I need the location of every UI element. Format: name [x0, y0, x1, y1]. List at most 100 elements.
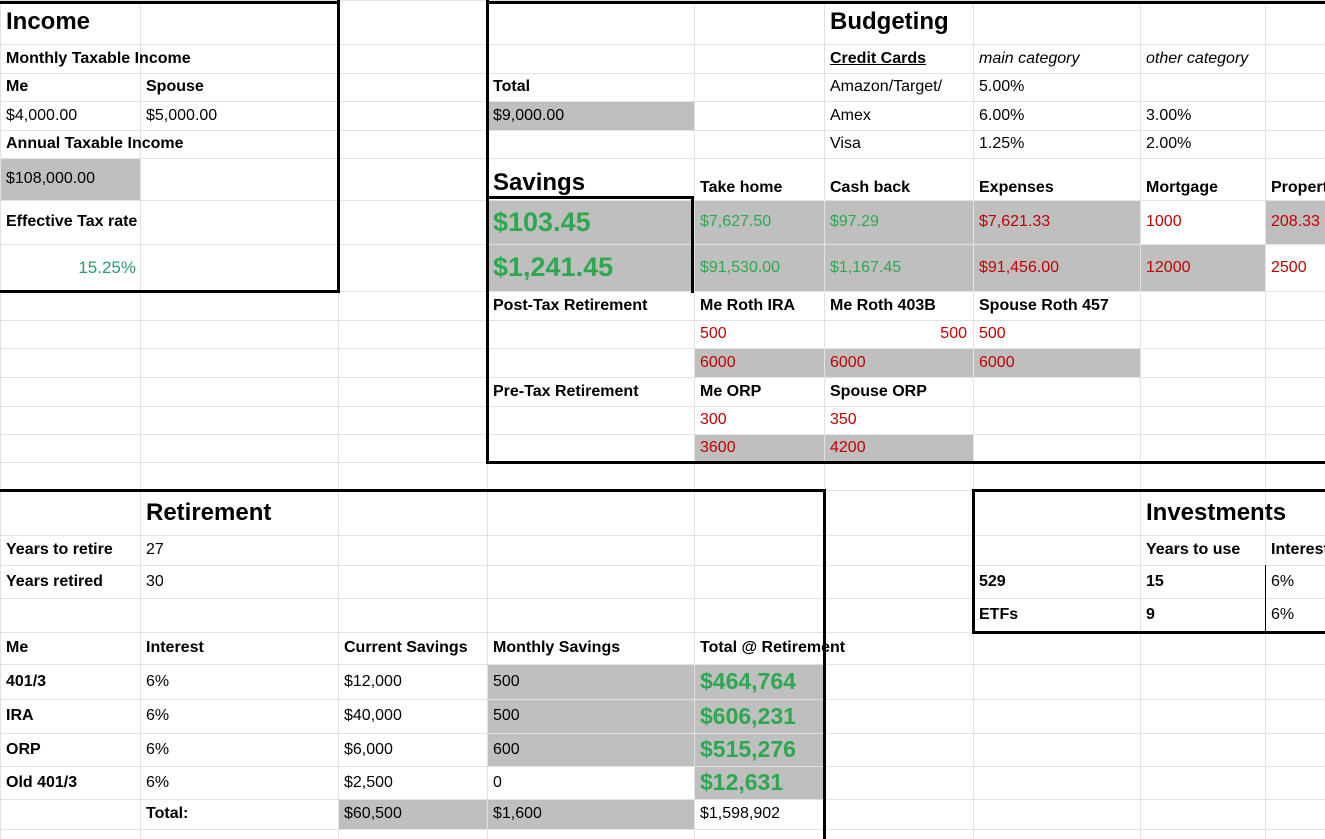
- cell[interactable]: 27: [146, 541, 164, 558]
- cell[interactable]: Monthly Savings: [493, 639, 621, 656]
- cell[interactable]: 500: [493, 672, 520, 690]
- cell[interactable]: 6%: [146, 672, 170, 690]
- cell[interactable]: Spouse ORP: [830, 382, 927, 400]
- cell[interactable]: $4,000.00: [6, 106, 78, 124]
- cell[interactable]: 500: [979, 325, 1006, 342]
- cell[interactable]: Savings: [493, 169, 586, 196]
- cell[interactable]: Spouse Roth 457: [979, 296, 1109, 314]
- cell[interactable]: $103.45: [493, 206, 591, 237]
- cell[interactable]: Visa: [830, 135, 861, 152]
- cell[interactable]: 6000: [830, 353, 866, 371]
- cell[interactable]: other category: [1146, 49, 1249, 67]
- cell[interactable]: Years retired: [6, 572, 103, 590]
- cell[interactable]: IRA: [6, 707, 34, 724]
- cell[interactable]: 6%: [1271, 606, 1295, 623]
- cell[interactable]: $91,530.00: [700, 258, 781, 276]
- cell[interactable]: $12,631: [700, 769, 784, 795]
- cell[interactable]: Interest: [1271, 541, 1325, 558]
- cell[interactable]: Me: [6, 78, 29, 95]
- cell[interactable]: 6000: [979, 353, 1015, 371]
- cell[interactable]: Old 401/3: [6, 773, 78, 791]
- cell[interactable]: 529: [979, 572, 1006, 590]
- cell[interactable]: main category: [979, 49, 1080, 67]
- cell[interactable]: 1000: [1146, 213, 1182, 230]
- cell[interactable]: 6000: [700, 353, 736, 371]
- cell[interactable]: 500: [493, 707, 520, 724]
- cell[interactable]: 6.00%: [979, 106, 1025, 124]
- cell[interactable]: 12000: [1146, 258, 1191, 276]
- cell[interactable]: 0: [493, 773, 502, 791]
- cell[interactable]: $60,500: [344, 805, 402, 822]
- cell[interactable]: Years to retire: [6, 541, 113, 558]
- cell[interactable]: Credit Cards: [830, 49, 927, 67]
- cell[interactable]: 500: [940, 325, 967, 342]
- cell[interactable]: $5,000.00: [146, 106, 218, 124]
- cell[interactable]: Amex: [830, 106, 871, 124]
- cell[interactable]: Amazon/Target/: [830, 78, 943, 95]
- cell[interactable]: Me Roth 403B: [830, 296, 936, 314]
- cell[interactable]: 350: [830, 411, 857, 428]
- cell[interactable]: 6%: [1271, 572, 1295, 590]
- cell[interactable]: Income: [6, 8, 91, 35]
- cell[interactable]: 300: [700, 411, 727, 428]
- cell[interactable]: Budgeting: [830, 8, 949, 35]
- cell[interactable]: 2.00%: [1146, 135, 1192, 152]
- cell[interactable]: Total:: [146, 805, 189, 822]
- cell[interactable]: 600: [493, 740, 520, 758]
- cell[interactable]: Retirement: [146, 498, 272, 526]
- cell[interactable]: Cash back: [830, 179, 911, 196]
- cell[interactable]: Property: [1271, 179, 1325, 196]
- cell[interactable]: 401/3: [6, 672, 47, 690]
- cell[interactable]: 6%: [146, 740, 170, 758]
- cell[interactable]: Current Savings: [344, 639, 468, 656]
- cell[interactable]: 1.25%: [979, 135, 1025, 152]
- cell[interactable]: 500: [700, 325, 727, 342]
- cell[interactable]: $91,456.00: [979, 258, 1060, 276]
- cell[interactable]: Take home: [700, 179, 783, 196]
- cell[interactable]: Me: [6, 639, 29, 656]
- cell[interactable]: Investments: [1146, 498, 1287, 526]
- cell[interactable]: 208.33: [1271, 213, 1320, 230]
- cell[interactable]: $464,764: [700, 668, 796, 694]
- cell[interactable]: Monthly Taxable Income: [6, 49, 191, 67]
- cell[interactable]: $6,000: [344, 740, 393, 758]
- cell[interactable]: 15: [1146, 572, 1164, 590]
- cell[interactable]: Pre-Tax Retirement: [493, 382, 639, 400]
- cell[interactable]: Years to use: [1146, 541, 1241, 558]
- cell[interactable]: $515,276: [700, 736, 796, 762]
- cell[interactable]: $1,241.45: [493, 252, 614, 282]
- cell[interactable]: 4200: [830, 439, 866, 456]
- cell[interactable]: $1,167.45: [830, 258, 902, 276]
- cell[interactable]: Mortgage: [1146, 179, 1218, 196]
- cell[interactable]: ETFs: [979, 606, 1019, 623]
- cell[interactable]: $108,000.00: [6, 170, 95, 187]
- cell[interactable]: Total @ Retirement: [700, 639, 846, 656]
- cell[interactable]: $7,621.33: [979, 213, 1051, 230]
- cell[interactable]: 5.00%: [979, 78, 1025, 95]
- cell[interactable]: $2,500: [344, 773, 393, 791]
- cell[interactable]: $7,627.50: [700, 213, 772, 230]
- cell[interactable]: $1,598,902: [700, 805, 781, 822]
- cell[interactable]: 2500: [1271, 258, 1307, 276]
- cell[interactable]: $1,600: [493, 805, 542, 822]
- cell[interactable]: 6%: [146, 773, 170, 791]
- cell[interactable]: Annual Taxable Income: [6, 135, 184, 152]
- cell[interactable]: $9,000.00: [493, 106, 565, 124]
- cell[interactable]: Post-Tax Retirement: [493, 296, 648, 314]
- cell[interactable]: Interest: [146, 639, 204, 656]
- cell[interactable]: 6%: [146, 707, 170, 724]
- cell[interactable]: Total: [493, 78, 531, 95]
- cell[interactable]: ORP: [6, 740, 41, 758]
- cell[interactable]: Me ORP: [700, 382, 762, 400]
- cell[interactable]: 3.00%: [1146, 106, 1192, 124]
- cell[interactable]: $97.29: [830, 213, 879, 230]
- cell[interactable]: Effective Tax rate: [6, 213, 138, 230]
- cell[interactable]: Expenses: [979, 179, 1054, 196]
- cell[interactable]: 3600: [700, 439, 736, 456]
- cell[interactable]: $12,000: [344, 672, 402, 690]
- cell[interactable]: Me Roth IRA: [700, 296, 796, 314]
- cell[interactable]: 30: [146, 572, 164, 590]
- cell[interactable]: $40,000: [344, 707, 402, 724]
- cell[interactable]: $606,231: [700, 702, 796, 729]
- cell[interactable]: 15.25%: [78, 257, 136, 277]
